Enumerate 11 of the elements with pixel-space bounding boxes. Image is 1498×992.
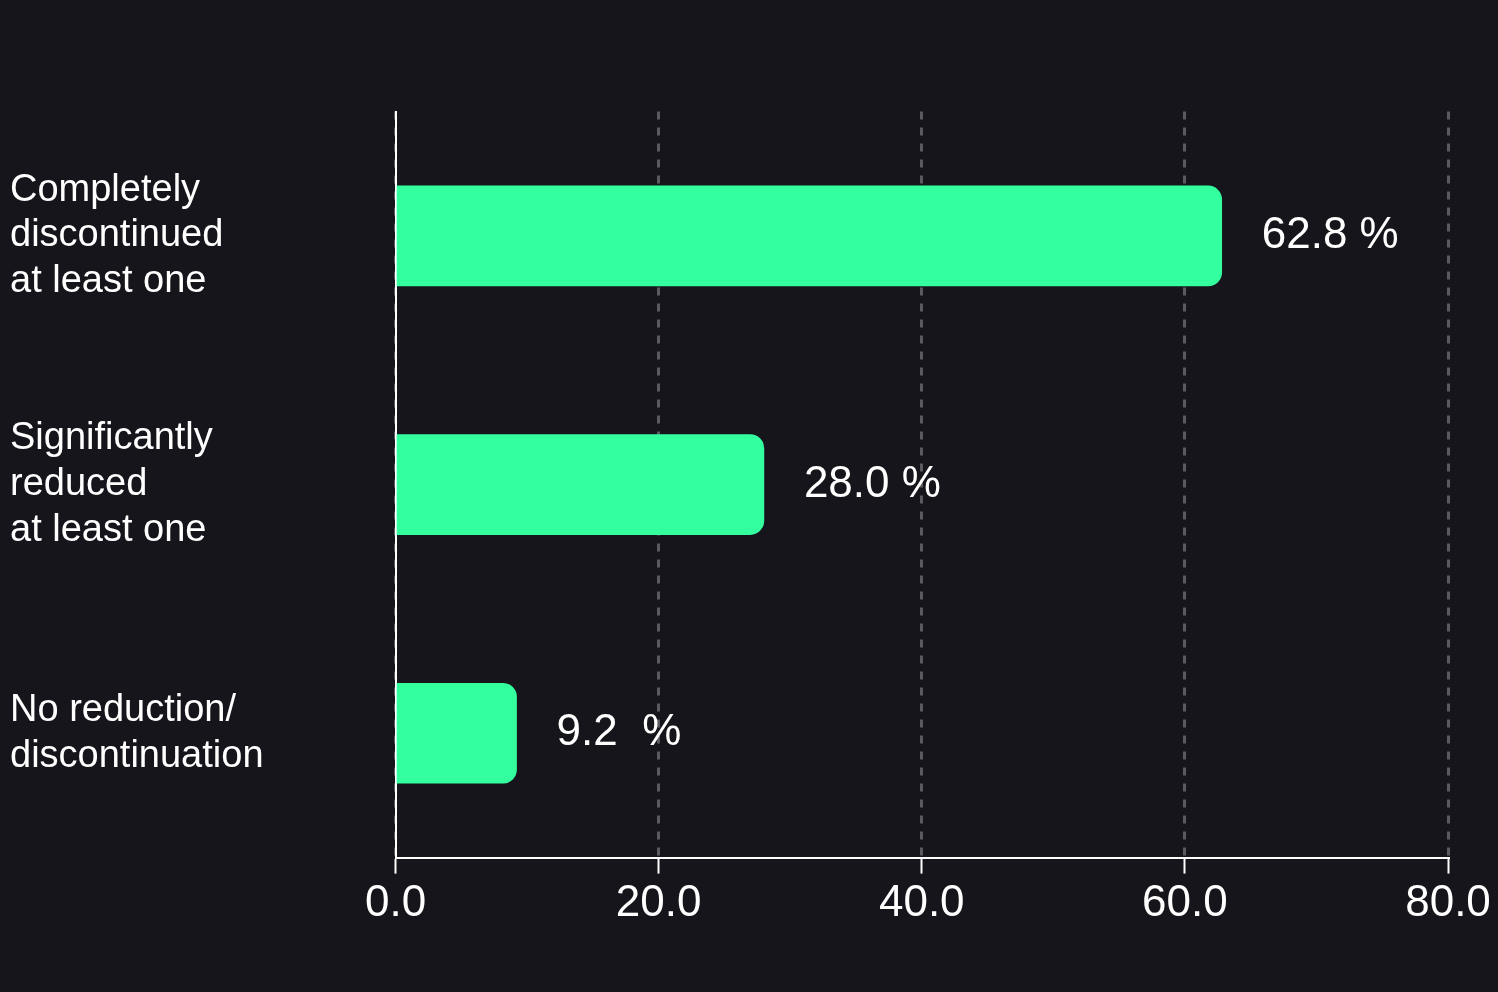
x-tick-label: 0.0 [364, 876, 427, 926]
data-label: 9.2 % [556, 705, 682, 755]
y-tick-label: No reduction/ discontinuation [10, 686, 264, 775]
x-tick-label: 20.0 [615, 876, 702, 926]
x-tick-label: 60.0 [1142, 876, 1228, 926]
y-tick-label: Significantly reduced at least one [10, 415, 213, 549]
data-label: 62.8 % [1261, 208, 1399, 258]
data-label: 28.0 % [803, 456, 941, 506]
x-tick-label: 40.0 [878, 876, 965, 926]
y-tick-label: Completely discontinued at least one [10, 166, 224, 301]
x-tick-label: 80.0 [1405, 876, 1491, 926]
